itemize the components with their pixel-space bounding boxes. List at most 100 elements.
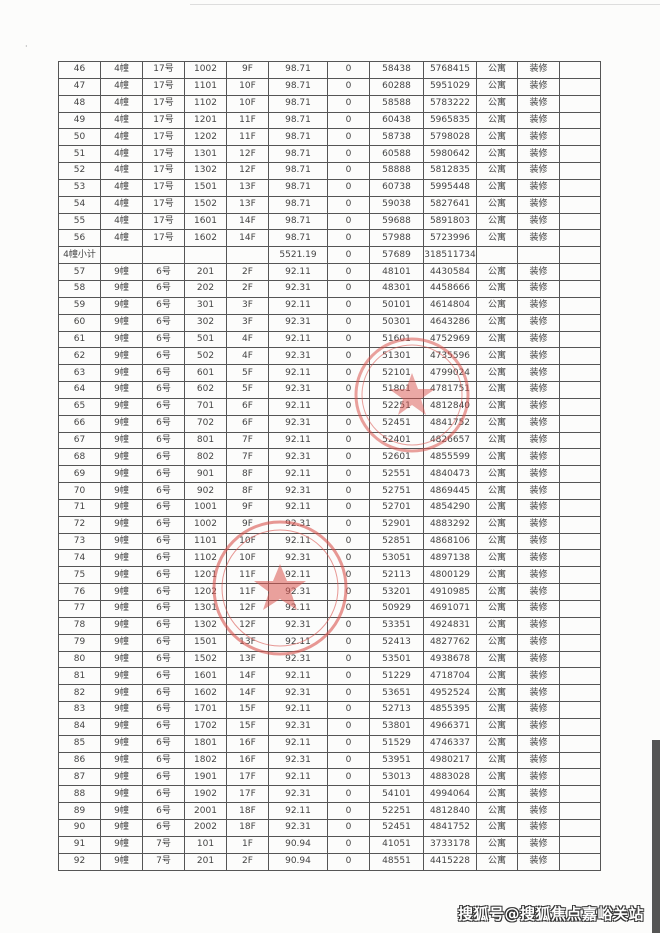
table-cell: 6号 — [142, 667, 185, 686]
table-cell: 92.11 — [268, 263, 328, 281]
table-cell: 53501 — [369, 650, 424, 669]
table-row: 58 9幢 6号 202 2F 92.31 0 48301 4458666 公寓 装修 — [58, 279, 601, 298]
table-cell: 90.94 — [268, 852, 328, 871]
table-cell: 公寓 — [476, 347, 518, 366]
table-cell: 52251 — [369, 802, 424, 820]
table-row: 61 9幢 6号 501 4F 92.11 0 51601 4752969 公寓 装修 — [58, 330, 601, 349]
table-cell: 52701 — [369, 498, 424, 517]
table-cell: 0 — [327, 414, 370, 433]
table-row: 89 9幢 6号 2001 18F 92.11 0 52251 4812840 公寓 装修 — [58, 802, 601, 820]
table-cell: 98.71 — [268, 229, 328, 248]
table-cell: 0 — [327, 263, 370, 281]
table-cell: 85 — [58, 734, 101, 753]
table-cell: 57988 — [369, 229, 424, 248]
table-cell: 4980217 — [423, 751, 477, 770]
table-cell: 9幢 — [100, 583, 143, 601]
table-cell: 50 — [58, 128, 101, 147]
table-cell: 0 — [327, 650, 370, 669]
table-cell: 75 — [58, 566, 101, 585]
table-cell: 4F — [226, 330, 269, 349]
table-cell: 52751 — [369, 482, 424, 500]
table-cell: 92.11 — [268, 633, 328, 652]
table-cell: 92.31 — [268, 448, 328, 467]
table-cell: 6号 — [142, 263, 185, 281]
table-cell: 9幢 — [100, 734, 143, 753]
table-cell: 64 — [58, 381, 101, 399]
table-cell: 52551 — [369, 465, 424, 484]
table-cell: 67 — [58, 431, 101, 450]
table-cell: 86 — [58, 751, 101, 770]
table-cell: 5812835 — [423, 162, 477, 180]
table-cell: 装修 — [517, 549, 560, 568]
table-cell: 8F — [226, 482, 269, 500]
table-cell — [559, 229, 601, 248]
table-cell: 4735596 — [423, 347, 477, 366]
table-cell: 装修 — [517, 482, 560, 500]
table-cell: 9幢 — [100, 448, 143, 467]
table-cell: 装修 — [517, 667, 560, 686]
table-cell: 53 — [58, 178, 101, 197]
table-cell: 81 — [58, 667, 101, 686]
scan-edge-shadow — [652, 740, 660, 933]
table-cell: 74 — [58, 549, 101, 568]
table-cell — [559, 212, 601, 231]
table-row: 91 9幢 7号 101 1F 90.94 0 41051 3733178 公寓 装修 — [58, 835, 601, 854]
table-cell: 52413 — [369, 633, 424, 652]
table-row: 92 9幢 7号 201 2F 90.94 0 48551 4415228 公寓 装修 — [58, 852, 601, 871]
table-cell: 77 — [58, 600, 101, 618]
table-row: 77 9幢 6号 1301 12F 92.11 0 50929 4691071 公寓 装修 — [58, 600, 601, 618]
table-cell: 11F — [226, 566, 269, 585]
table-cell — [142, 246, 185, 265]
table-cell: 6号 — [142, 296, 185, 315]
table-cell: 4800129 — [423, 566, 477, 585]
table-cell: 52901 — [369, 515, 424, 534]
table-cell: 90.94 — [268, 835, 328, 854]
table-cell: 48101 — [369, 263, 424, 281]
table-cell: 公寓 — [476, 77, 518, 96]
table-cell: 公寓 — [476, 178, 518, 197]
table-row: 63 9幢 6号 601 5F 92.11 0 52101 4799024 公寓 装修 — [58, 364, 601, 383]
table-cell: 60588 — [369, 145, 424, 164]
table-cell: 71 — [58, 498, 101, 517]
table-row: 56 4幢 17号 1602 14F 98.71 0 57988 5723996 公寓 装修 — [58, 229, 601, 248]
table-cell: 1002 — [184, 515, 227, 534]
table-row: 79 9幢 6号 1501 13F 92.11 0 52413 4827762 公寓 装修 — [58, 633, 601, 652]
table-cell: 1101 — [184, 532, 227, 551]
table-cell: 4994064 — [423, 785, 477, 804]
table-cell: 501 — [184, 330, 227, 349]
table-cell: 7号 — [142, 835, 185, 854]
table-cell: 14F — [226, 667, 269, 686]
table-cell: 4幢 — [100, 195, 143, 214]
table-cell — [226, 246, 269, 265]
table-cell: 10F — [226, 94, 269, 113]
table-cell: 98.71 — [268, 128, 328, 147]
table-cell: 装修 — [517, 414, 560, 433]
table-cell: 6号 — [142, 650, 185, 669]
table-cell: 16F — [226, 751, 269, 770]
table-cell: 6号 — [142, 482, 185, 500]
table-cell: 公寓 — [476, 364, 518, 383]
table-cell: 92.31 — [268, 818, 328, 837]
table-cell: 4718704 — [423, 667, 477, 686]
table-cell: 0 — [327, 178, 370, 197]
table-cell: 6号 — [142, 566, 185, 585]
table-cell: 70 — [58, 482, 101, 500]
table-row: 73 9幢 6号 1101 10F 92.11 0 52851 4868106 公寓 装修 — [58, 532, 601, 551]
table-cell: 13F — [226, 195, 269, 214]
table-cell: 3733178 — [423, 835, 477, 854]
table-row: 66 9幢 6号 702 6F 92.31 0 52451 4841752 公寓 装修 — [58, 414, 601, 433]
table-cell: 2002 — [184, 818, 227, 837]
table-cell: 1302 — [184, 616, 227, 635]
table-cell: 48551 — [369, 852, 424, 871]
table-cell: 17号 — [142, 77, 185, 96]
table-cell: 装修 — [517, 145, 560, 164]
table-cell: 318511734 — [423, 246, 477, 265]
table-cell — [559, 448, 601, 467]
table-cell: 9幢 — [100, 313, 143, 332]
table-row: 64 9幢 6号 602 5F 92.31 0 51801 4781751 公寓 装修 — [58, 381, 601, 399]
table-cell: 4966371 — [423, 717, 477, 736]
table-cell: 装修 — [517, 162, 560, 180]
table-cell: 9幢 — [100, 785, 143, 804]
table-cell: 装修 — [517, 515, 560, 534]
table-cell: 5965835 — [423, 111, 477, 130]
